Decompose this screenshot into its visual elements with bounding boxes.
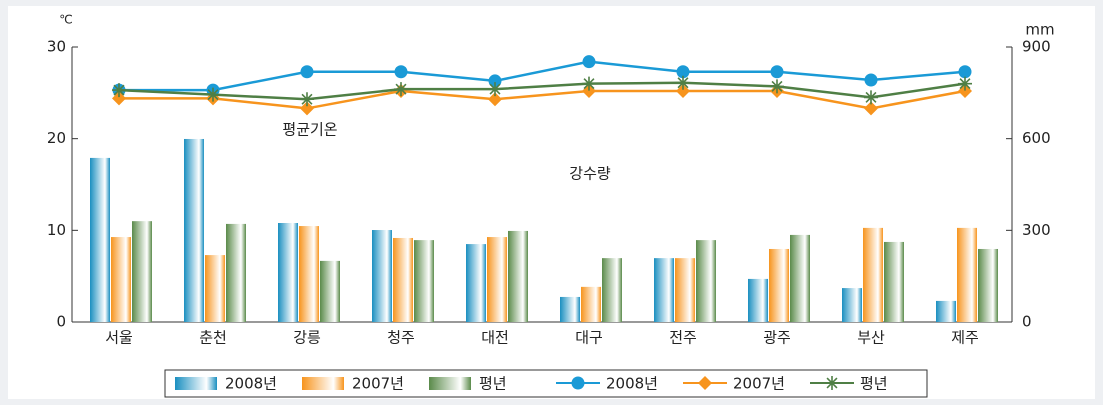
bar	[184, 138, 204, 322]
bar	[487, 237, 507, 322]
marker	[488, 92, 502, 107]
legend-swatch	[175, 377, 217, 390]
bar	[581, 286, 601, 322]
y-tick-label: 0	[56, 313, 66, 331]
marker	[488, 82, 502, 97]
bar	[863, 227, 883, 322]
bar	[602, 258, 622, 322]
x-tick-label: 춘천	[199, 329, 227, 347]
bar	[414, 240, 434, 322]
y2-tick-label: 0	[1022, 313, 1032, 331]
bar	[560, 296, 580, 322]
bar	[654, 258, 674, 322]
bar	[278, 223, 298, 322]
marker	[394, 82, 408, 97]
annotation: 평균기온	[282, 121, 337, 139]
bar	[299, 226, 319, 322]
y-tick-label: 30	[47, 38, 66, 56]
marker	[676, 65, 690, 79]
bar	[320, 260, 340, 322]
marker	[582, 55, 596, 69]
y-unit: ℃	[59, 13, 72, 27]
bar	[205, 255, 225, 322]
legend-marker	[571, 376, 585, 390]
legend-label: 2007년	[352, 375, 404, 393]
marker	[206, 87, 220, 102]
marker	[864, 73, 878, 87]
marker	[394, 65, 408, 79]
bar	[936, 300, 956, 322]
legend-label: 평년	[479, 375, 507, 393]
bar	[111, 237, 131, 322]
line	[118, 81, 966, 101]
y2-tick-label: 300	[1022, 221, 1051, 239]
bar	[790, 234, 810, 322]
bar	[393, 237, 413, 322]
x-tick-label: 제주	[951, 329, 979, 347]
marker	[864, 90, 878, 105]
y2-tick-label: 600	[1022, 129, 1051, 147]
marker	[488, 74, 502, 88]
x-tick-label: 광주	[763, 329, 791, 347]
marker	[676, 75, 690, 90]
x-tick-label: 청주	[387, 329, 415, 347]
bar	[884, 241, 904, 322]
marker	[300, 65, 314, 79]
marker	[676, 84, 690, 98]
bar	[978, 248, 998, 322]
bar	[696, 240, 716, 322]
marker	[112, 83, 126, 98]
bar	[842, 288, 862, 322]
line	[119, 60, 966, 92]
legend-label: 2008년	[606, 375, 658, 393]
legend-marker	[698, 376, 712, 390]
legend-swatch	[429, 377, 471, 390]
marker	[300, 92, 314, 107]
line	[119, 89, 966, 110]
legend-swatch	[302, 377, 344, 390]
y2-unit: mm	[1025, 21, 1054, 39]
bar	[466, 244, 486, 322]
y-tick-label: 20	[47, 129, 66, 147]
panel	[8, 6, 1095, 399]
bar	[372, 230, 392, 322]
bar	[90, 157, 110, 322]
y-tick-label: 10	[47, 221, 66, 239]
legend-label: 2007년	[733, 375, 785, 393]
y2-tick-label: 900	[1022, 38, 1051, 56]
x-tick-label: 대전	[481, 329, 509, 347]
legend-label: 평년	[860, 375, 888, 393]
legend-box	[164, 369, 928, 398]
legend-marker	[825, 376, 839, 390]
x-tick-label: 전주	[669, 329, 697, 347]
marker	[770, 65, 784, 79]
bar	[748, 278, 768, 322]
x-tick-label: 대구	[575, 329, 603, 347]
marker	[864, 101, 878, 116]
bar	[675, 258, 695, 322]
bar	[957, 227, 977, 322]
bar	[508, 230, 528, 322]
bar	[769, 248, 789, 322]
marker	[582, 76, 596, 91]
x-tick-label: 서울	[105, 329, 133, 347]
x-tick-label: 강릉	[293, 329, 321, 347]
bar	[132, 221, 152, 322]
marker	[300, 101, 314, 116]
marker	[958, 65, 972, 79]
marker	[770, 79, 784, 94]
bar	[226, 223, 246, 322]
marker	[958, 76, 972, 91]
x-tick-label: 부산	[857, 329, 885, 347]
marker	[112, 91, 126, 106]
legend-label: 2008년	[225, 375, 277, 393]
annotation: 강수량	[569, 165, 611, 183]
